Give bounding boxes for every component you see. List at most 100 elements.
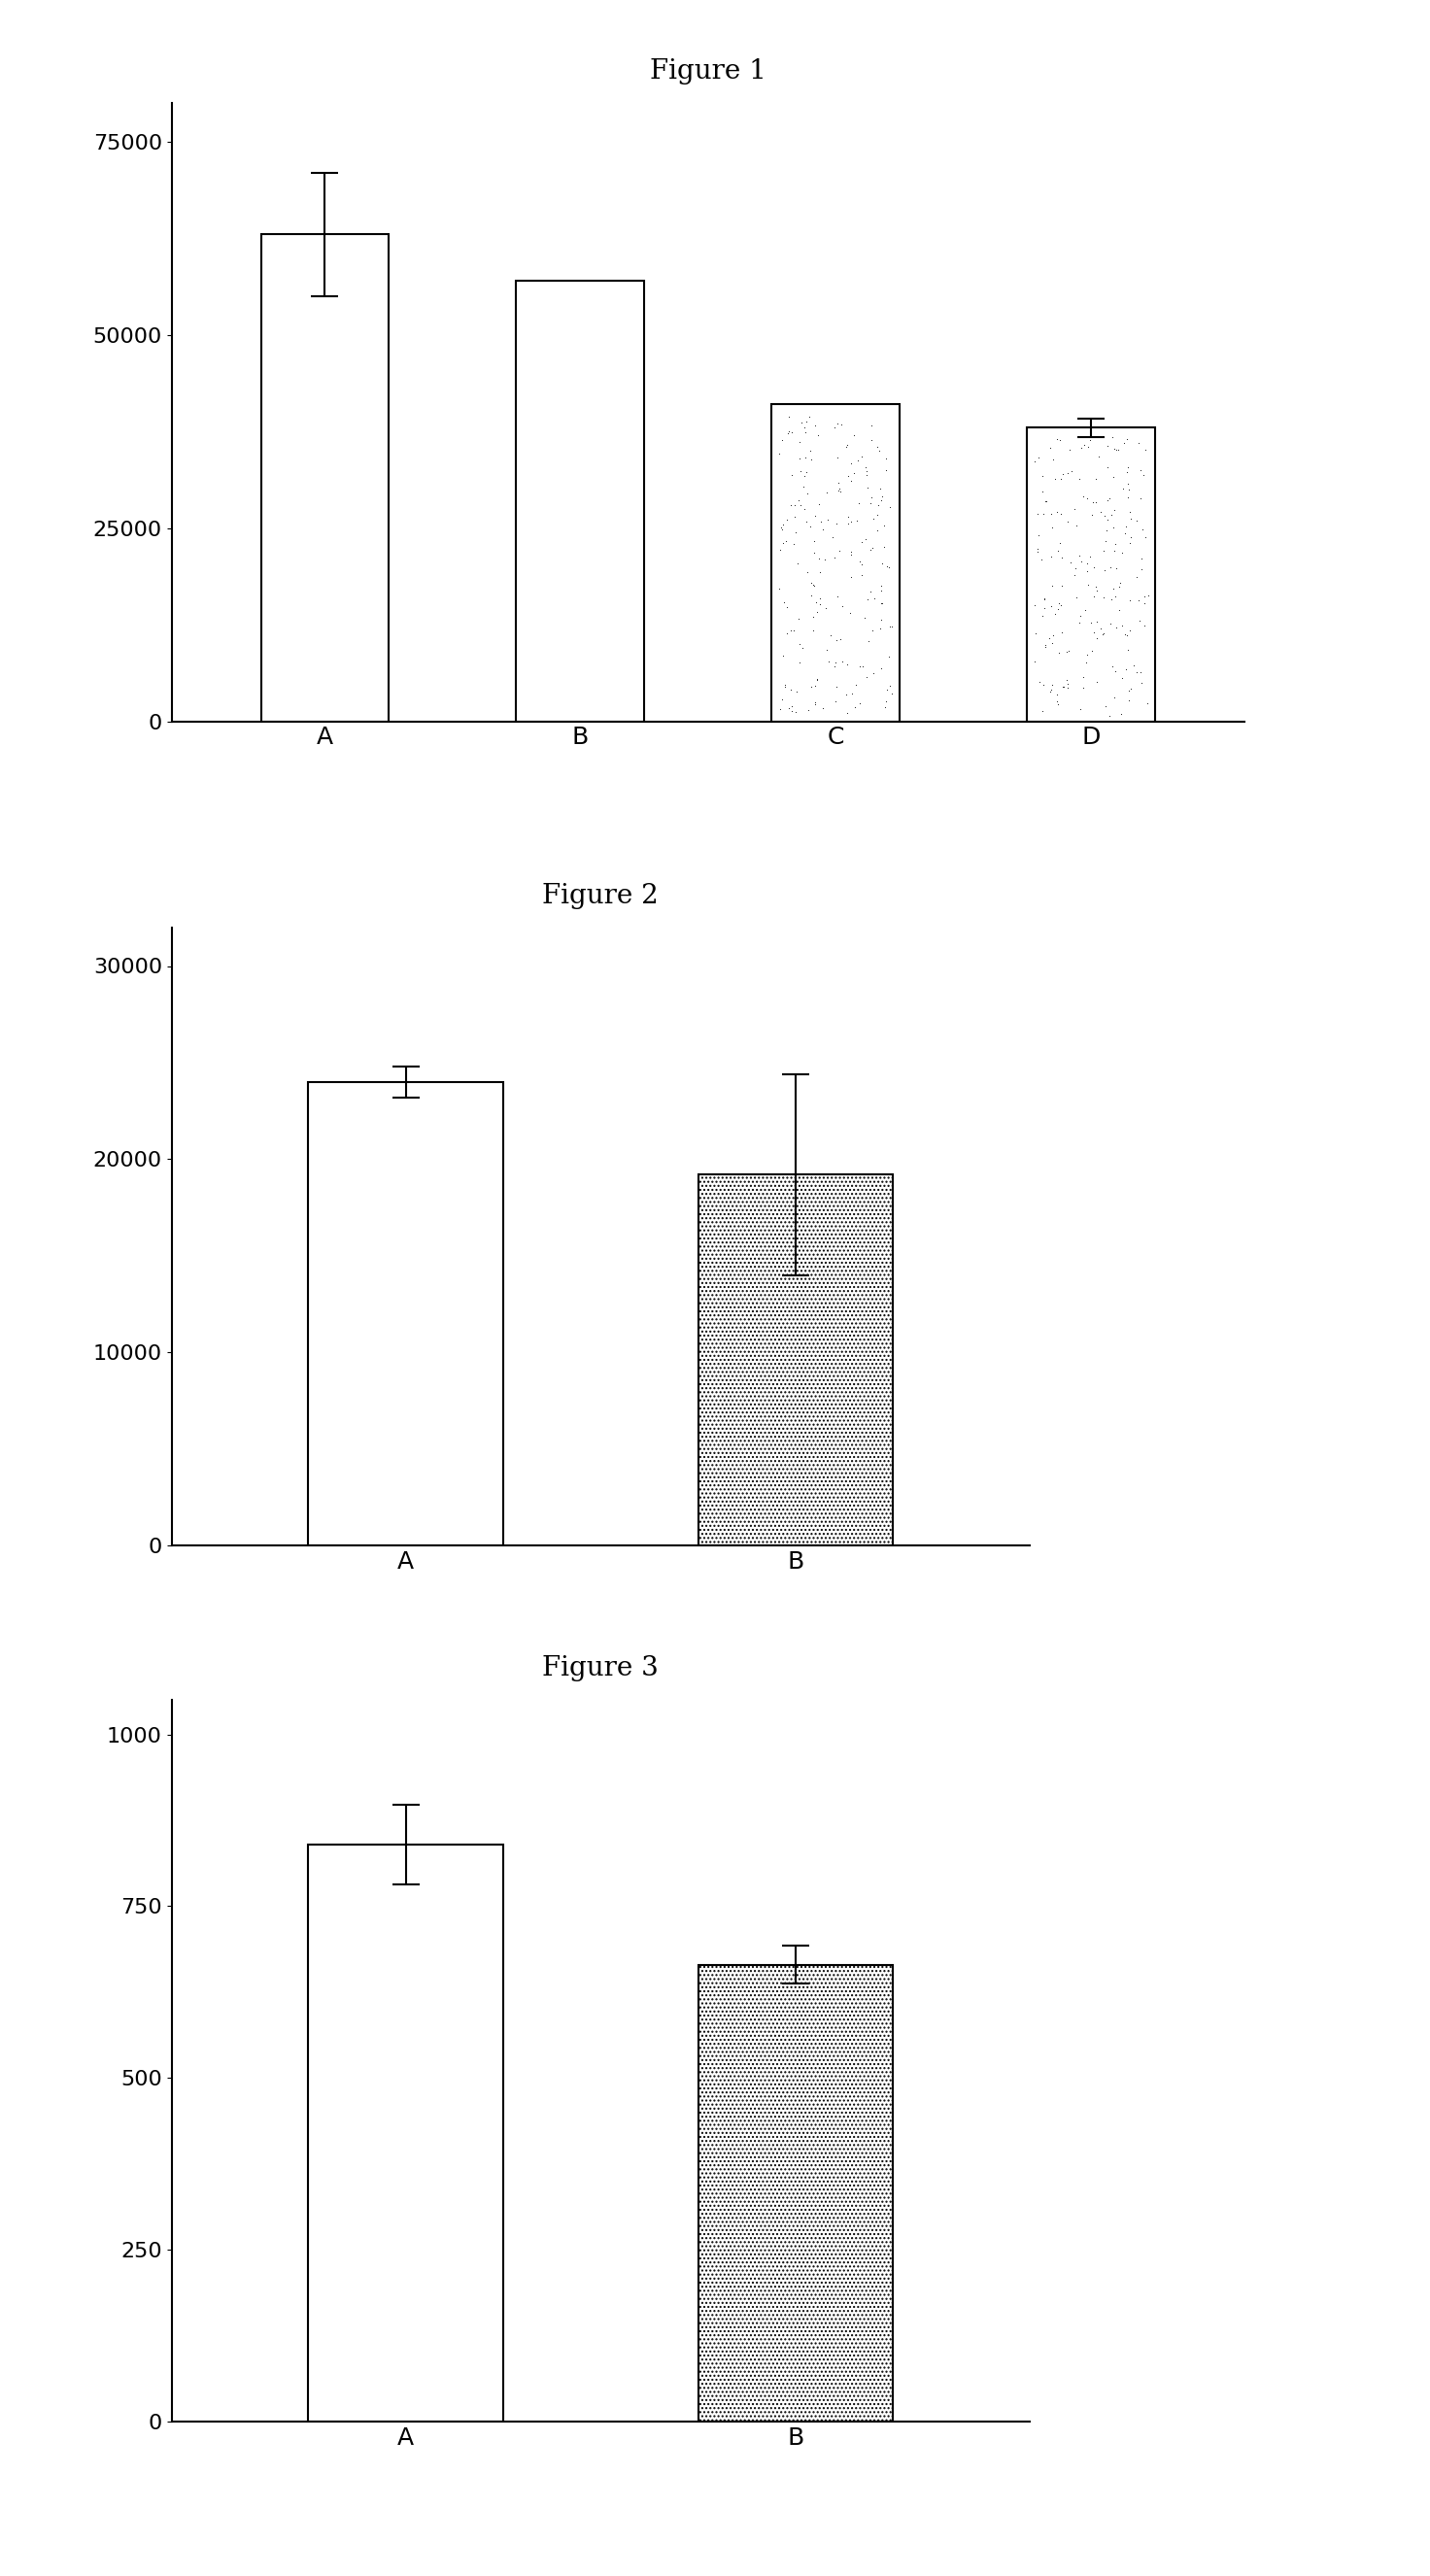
Point (775, 587, 798, 629)
Point (845, 665, 868, 706)
Point (1084, 567, 1107, 608)
Point (1137, 574, 1160, 616)
Point (1115, 616, 1138, 657)
Bar (1027, 428, 1154, 721)
Point (782, 523, 805, 564)
Point (1075, 634, 1098, 675)
Point (1128, 652, 1151, 693)
Point (807, 659, 829, 701)
Point (785, 670, 808, 711)
Point (867, 484, 889, 526)
Point (1081, 631, 1104, 672)
Point (1085, 618, 1108, 659)
Point (808, 484, 831, 526)
Point (878, 605, 901, 647)
Point (878, 487, 901, 528)
Point (1070, 688, 1093, 729)
Point (1108, 567, 1131, 608)
Point (784, 497, 807, 538)
Point (1134, 515, 1157, 556)
Point (1104, 523, 1127, 564)
Point (841, 672, 864, 714)
Point (1075, 641, 1098, 683)
Point (788, 479, 811, 520)
Point (839, 531, 862, 572)
Point (795, 500, 818, 541)
Point (1104, 430, 1127, 471)
Point (769, 528, 792, 569)
Point (1045, 680, 1068, 721)
Point (1055, 631, 1078, 672)
Point (835, 693, 858, 734)
Point (824, 538, 847, 580)
Point (811, 688, 834, 729)
Point (792, 456, 815, 497)
Point (774, 665, 797, 706)
Point (788, 422, 811, 464)
Point (1040, 670, 1062, 711)
Title: Figure 2: Figure 2 (542, 884, 659, 909)
Point (1052, 665, 1075, 706)
Point (839, 443, 862, 484)
Point (1101, 417, 1124, 459)
Point (1077, 564, 1100, 605)
Point (855, 580, 878, 621)
Point (865, 510, 888, 551)
Point (1117, 680, 1140, 721)
Point (779, 456, 802, 497)
Point (1128, 600, 1151, 641)
Point (772, 523, 795, 564)
Point (1114, 513, 1137, 554)
Point (1093, 495, 1115, 536)
Point (814, 538, 837, 580)
Point (1117, 469, 1140, 510)
Point (828, 469, 851, 510)
Point (1050, 585, 1072, 626)
Point (782, 484, 805, 526)
Point (815, 629, 838, 670)
Point (792, 466, 815, 507)
Point (1093, 531, 1115, 572)
Point (778, 397, 801, 438)
Point (1084, 459, 1107, 500)
Point (1080, 495, 1103, 536)
Point (1048, 634, 1071, 675)
Point (1032, 577, 1055, 618)
Point (817, 641, 839, 683)
Point (1081, 415, 1104, 456)
Point (1085, 600, 1108, 641)
Point (1128, 451, 1151, 492)
Bar (307, 1844, 503, 2421)
Point (848, 683, 871, 724)
Point (1130, 549, 1153, 590)
Point (804, 495, 827, 536)
Point (825, 502, 848, 544)
Point (1034, 626, 1057, 667)
Point (1057, 665, 1080, 706)
Point (868, 430, 891, 471)
Point (872, 505, 895, 546)
Point (869, 564, 892, 605)
Point (1115, 649, 1138, 690)
Point (837, 502, 859, 544)
Point (871, 582, 894, 623)
Point (1083, 546, 1105, 587)
Point (862, 497, 885, 538)
Point (867, 495, 889, 536)
Point (875, 546, 898, 587)
Point (859, 528, 882, 569)
Point (1103, 428, 1125, 469)
Point (1111, 533, 1134, 574)
Point (1117, 629, 1140, 670)
Point (781, 690, 804, 732)
Point (771, 420, 794, 461)
Point (782, 611, 805, 652)
Point (869, 600, 892, 641)
Point (1090, 492, 1113, 533)
Point (1093, 549, 1115, 590)
Point (1125, 556, 1148, 598)
Point (1024, 641, 1047, 683)
Point (1048, 523, 1071, 564)
Point (878, 665, 901, 706)
Point (794, 435, 817, 477)
